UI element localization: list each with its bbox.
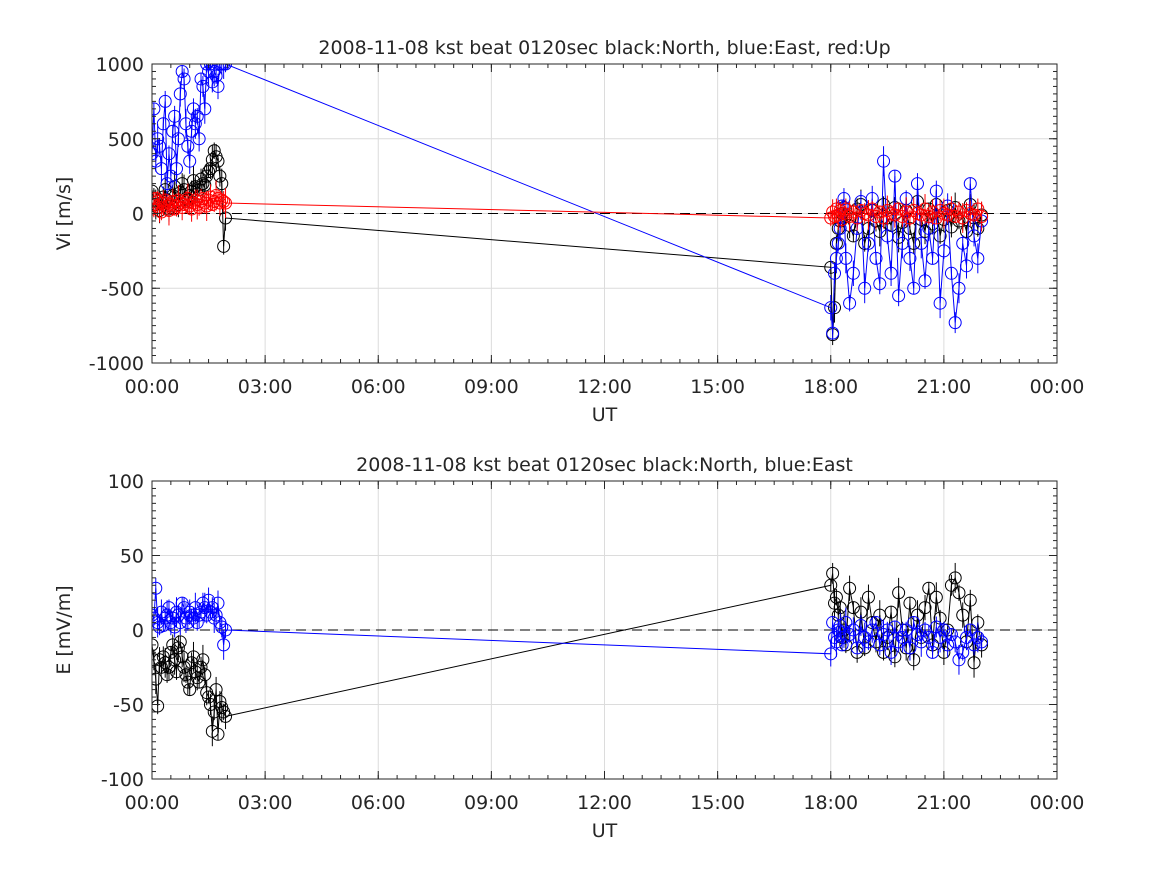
x-tick-label: 06:00 [351,376,406,398]
y-tick-label: 50 [120,546,144,568]
y-tick-label: 500 [108,129,144,151]
y-tick-label: 1000 [96,54,144,76]
panel-velocity: 00:00 03:00 06:00 09:00 12:00 15:00 18:00 21:00… [53,37,1084,426]
x-axis-label: UT [592,404,618,426]
x-tick-label: 00:00 [125,792,180,814]
series-1 [146,578,988,675]
y-axis-label: E [mV/m] [53,585,75,674]
chart-title: 2008-11-08 kst beat 0120sec black:North,… [318,37,890,59]
series-0 [146,142,988,345]
x-tick-label: 06:00 [351,792,406,814]
series-group [146,563,988,746]
panel-electric-field: 00:00 03:00 06:00 09:00 12:00 15:00 18:00 21:00… [53,454,1084,842]
series-line [152,151,982,335]
x-axis-label: UT [592,820,618,842]
y-tick-label: -100 [101,769,144,791]
x-tick-label: 21:00 [916,376,971,398]
x-tick-label: 09:00 [464,376,519,398]
y-axis-label: Vi [m/s] [53,177,75,251]
x-tick-label: 00:00 [125,376,180,398]
y-tick-label: -50 [113,695,144,717]
x-tick-label: 18:00 [803,376,858,398]
y-tick-label: -1000 [89,353,144,375]
x-tick-label: 00:00 [1030,376,1085,398]
tick-labels: 00:00 03:00 06:00 09:00 12:00 15:00 18:00 21:00… [89,54,1085,398]
x-tick-label: 15:00 [690,792,745,814]
x-tick-label: 03:00 [238,792,293,814]
x-tick-label: 00:00 [1030,792,1085,814]
x-tick-label: 15:00 [690,376,745,398]
x-tick-label: 03:00 [238,376,293,398]
x-tick-label: 12:00 [577,792,632,814]
x-tick-label: 18:00 [803,792,858,814]
y-tick-label: -500 [101,278,144,300]
series-group [146,49,988,345]
series-0 [146,563,988,746]
y-tick-label: 0 [132,620,144,642]
series-1 [146,49,988,339]
series-2 [146,181,988,233]
y-tick-label: 100 [108,471,144,493]
x-tick-label: 12:00 [577,376,632,398]
chart-title: 2008-11-08 kst beat 0120sec black:North,… [356,454,853,476]
y-tick-label: 0 [132,204,144,226]
x-tick-label: 09:00 [464,792,519,814]
x-tick-label: 21:00 [916,792,971,814]
